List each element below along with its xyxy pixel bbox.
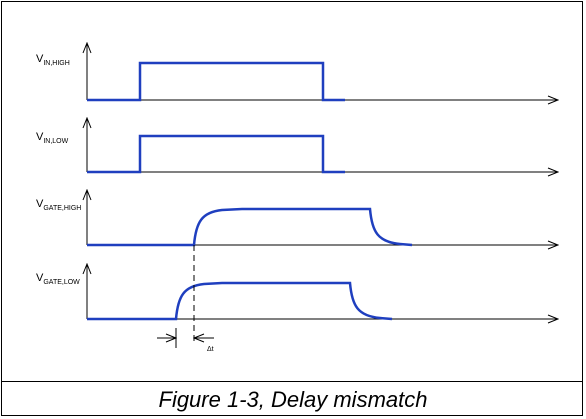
waveform-vgate-low [87,281,393,321]
signal-label-vin-high: VIN,HIGH [36,53,70,67]
waveform-vin-high [87,61,345,102]
signal-label-vgate-low: VGATE,LOW [36,272,80,286]
signal-vin-high: VIN,HIGH [36,43,558,100]
signal-vgate-low: VGATE,LOW [36,264,558,319]
waveform-vgate-high [87,207,413,247]
figure-caption: Figure 1-3, Delay mismatch [158,387,428,412]
signal-label-vin-low: VIN,LOW [36,131,69,145]
delta-t-label: Δt [207,346,214,353]
delay-annotation: Δt [157,245,214,353]
waveform-vin-low [87,134,345,174]
signal-label-vgate-high: VGATE,HIGH [36,198,81,212]
caption-divider [1,381,583,382]
signal-vin-low: VIN,LOW [36,118,558,172]
signal-vgate-high: VGATE,HIGH [36,190,558,245]
